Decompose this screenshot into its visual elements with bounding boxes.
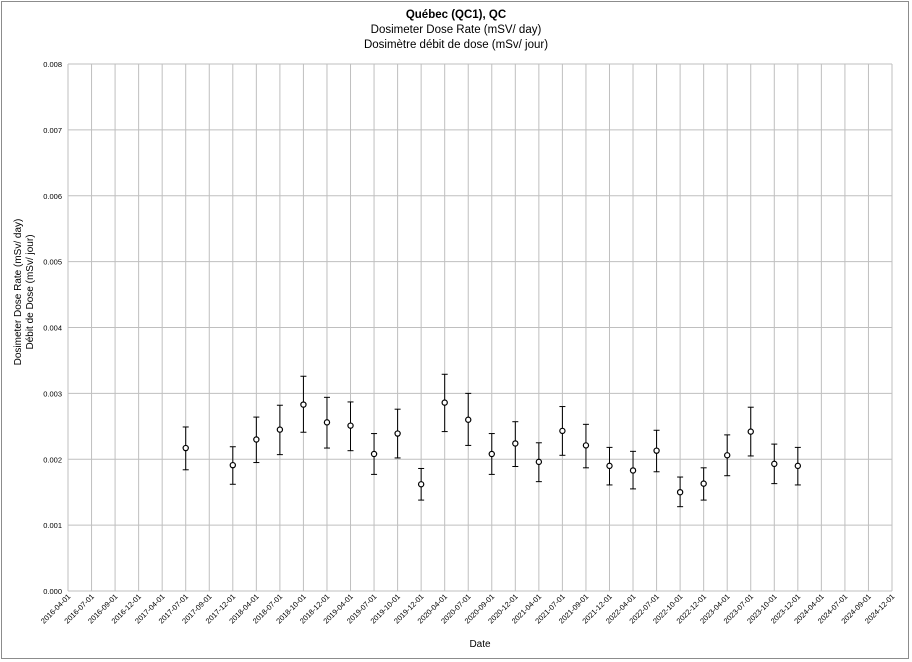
data-point: [253, 436, 260, 443]
data-point: [559, 427, 566, 435]
y-tick-label: 0.003: [43, 389, 62, 398]
y-tick-label: 0.007: [43, 126, 62, 135]
data-point: [276, 426, 284, 433]
data-point: [794, 462, 802, 470]
data-point: [465, 416, 472, 423]
data-point: [417, 481, 425, 488]
data-point: [347, 422, 354, 429]
y-tick-labels: 0.000 0.001 0.002 0.003 0.004 0.005 0.006 0.007…: [43, 60, 62, 596]
data-point: [488, 450, 495, 458]
y-tick-label: 0.006: [43, 192, 62, 201]
y-tick-label: 0.001: [43, 521, 62, 530]
y-axis-title-en: Dosimeter Dose Rate (mSv/ day): [13, 219, 24, 366]
data-point: [182, 444, 189, 452]
data-points: [182, 399, 802, 496]
data-point: [370, 450, 378, 458]
data-point: [629, 467, 637, 474]
data-point: [512, 440, 519, 447]
data-point: [747, 428, 754, 435]
grid-lines: [67, 63, 893, 592]
y-axis-title-fr: Débit de Dose (mSv/ jour): [25, 234, 36, 349]
data-point: [441, 399, 448, 406]
chart-title-block: Québec (QC1), QC Dosimeter Dose Rate (mS…: [0, 8, 912, 53]
data-point: [394, 430, 401, 437]
chart-subtitle-en: Dosimeter Dose Rate (mSV/ day): [370, 24, 542, 36]
data-point: [653, 447, 660, 454]
data-point: [323, 419, 331, 426]
data-point: [300, 401, 307, 408]
chart-subtitle-fr: Dosimètre débit de dose (mSv/ jour): [363, 39, 549, 51]
data-point: [535, 458, 543, 466]
x-tick-labels: 2016-04-012016-07-012016-09-012016-12-01…: [39, 592, 896, 625]
data-point: [582, 442, 590, 449]
data-point: [606, 462, 613, 470]
data-point: [771, 460, 778, 468]
chart-title: Québec (QC1), QC: [405, 9, 507, 21]
y-tick-label: 0.004: [43, 324, 62, 333]
y-tick-label: 0.000: [43, 587, 62, 596]
data-point: [724, 452, 731, 459]
y-tick-label: 0.008: [43, 60, 62, 69]
data-point: [676, 488, 684, 496]
data-point: [700, 480, 707, 487]
y-tick-label: 0.002: [43, 455, 62, 464]
y-tick-label: 0.005: [43, 258, 62, 267]
x-axis-title: Date: [469, 639, 491, 650]
data-point: [229, 461, 236, 469]
